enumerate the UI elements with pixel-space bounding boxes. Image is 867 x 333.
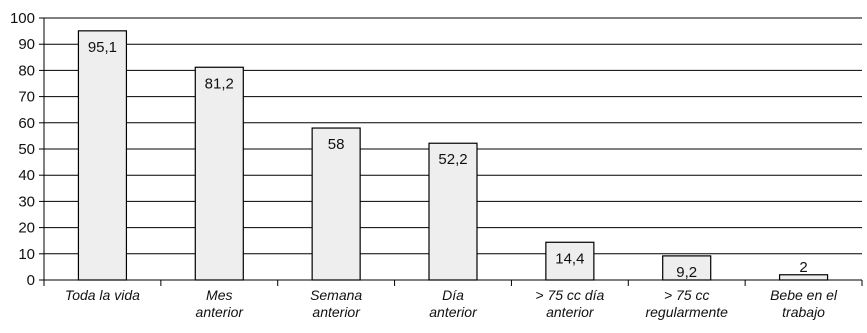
x-category-label: anterior xyxy=(312,304,361,320)
y-tick-label: 20 xyxy=(18,220,35,237)
bar-value-label: 52,2 xyxy=(438,151,467,168)
bar-value-label: 95,1 xyxy=(88,39,117,56)
x-category-label: Toda la vida xyxy=(65,287,140,303)
x-category-label: anterior xyxy=(546,304,595,320)
x-category-label: regularmente xyxy=(645,304,728,320)
x-category-label: anterior xyxy=(196,304,245,320)
x-category-label: Mes xyxy=(206,287,232,303)
bar-value-label: 58 xyxy=(328,136,345,153)
x-category-label: Bebe en el xyxy=(770,287,838,303)
y-tick-label: 50 xyxy=(18,141,35,158)
y-tick-label: 40 xyxy=(18,167,35,184)
y-tick-label: 80 xyxy=(18,62,35,79)
y-tick-label: 70 xyxy=(18,89,35,106)
bar-value-label: 9,2 xyxy=(676,264,697,281)
y-tick-label: 100 xyxy=(10,10,35,27)
y-tick-label: 0 xyxy=(27,272,35,289)
y-tick-label: 10 xyxy=(18,246,35,263)
x-axis: Toda la vida MesanteriorSemanaanteriorDía… xyxy=(43,279,863,320)
x-category-label: trabajo xyxy=(782,304,825,320)
x-category-label: anterior xyxy=(429,304,478,320)
bar-value-label: 81,2 xyxy=(205,75,234,92)
x-category-label: > 75 cc xyxy=(664,287,710,303)
y-tick-label: 90 xyxy=(18,36,35,53)
bar-value-label: 14,4 xyxy=(555,250,584,267)
y-axis: 0 10 20 30 40 50 60 70 80 90 100 xyxy=(10,10,45,289)
y-tick-label: 60 xyxy=(18,115,35,132)
bars: 95,1 81,2 58 52,2 14,4 9,2 2 xyxy=(77,30,829,281)
x-category-label: Día xyxy=(442,287,464,303)
bar xyxy=(662,255,712,281)
bar xyxy=(77,30,128,281)
x-category-label: > 75 cc día xyxy=(535,287,604,303)
y-tick-label: 30 xyxy=(18,193,35,210)
bar-value-label: 2 xyxy=(799,259,807,276)
x-category-label: Semana xyxy=(310,287,362,303)
bar xyxy=(194,66,244,281)
